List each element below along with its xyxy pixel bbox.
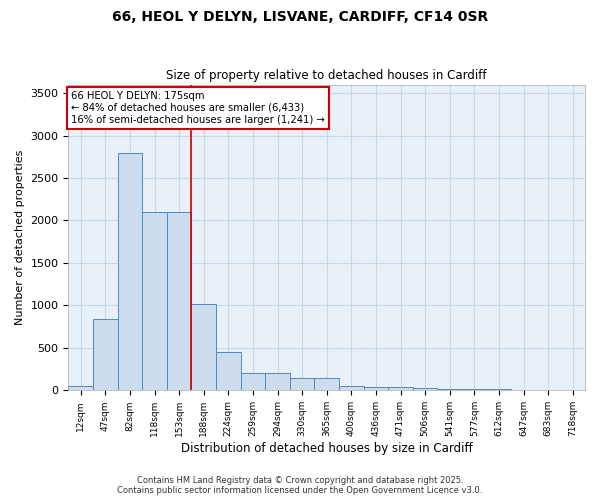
Bar xyxy=(339,386,364,390)
Bar xyxy=(191,304,216,390)
Bar xyxy=(437,388,462,390)
Bar xyxy=(364,386,388,390)
Title: Size of property relative to detached houses in Cardiff: Size of property relative to detached ho… xyxy=(166,69,487,82)
Bar xyxy=(93,319,118,390)
Bar xyxy=(216,352,241,391)
Bar xyxy=(413,388,437,390)
Bar xyxy=(142,212,167,390)
Bar xyxy=(167,212,191,390)
Bar xyxy=(462,389,487,390)
X-axis label: Distribution of detached houses by size in Cardiff: Distribution of detached houses by size … xyxy=(181,442,473,455)
Bar xyxy=(265,374,290,390)
Y-axis label: Number of detached properties: Number of detached properties xyxy=(15,150,25,325)
Bar xyxy=(68,386,93,390)
Bar xyxy=(314,378,339,390)
Bar xyxy=(118,152,142,390)
Text: 66 HEOL Y DELYN: 175sqm
← 84% of detached houses are smaller (6,433)
16% of semi: 66 HEOL Y DELYN: 175sqm ← 84% of detache… xyxy=(71,92,325,124)
Bar xyxy=(290,378,314,390)
Text: 66, HEOL Y DELYN, LISVANE, CARDIFF, CF14 0SR: 66, HEOL Y DELYN, LISVANE, CARDIFF, CF14… xyxy=(112,10,488,24)
Bar xyxy=(241,374,265,390)
Text: Contains HM Land Registry data © Crown copyright and database right 2025.
Contai: Contains HM Land Registry data © Crown c… xyxy=(118,476,482,495)
Bar xyxy=(388,387,413,390)
